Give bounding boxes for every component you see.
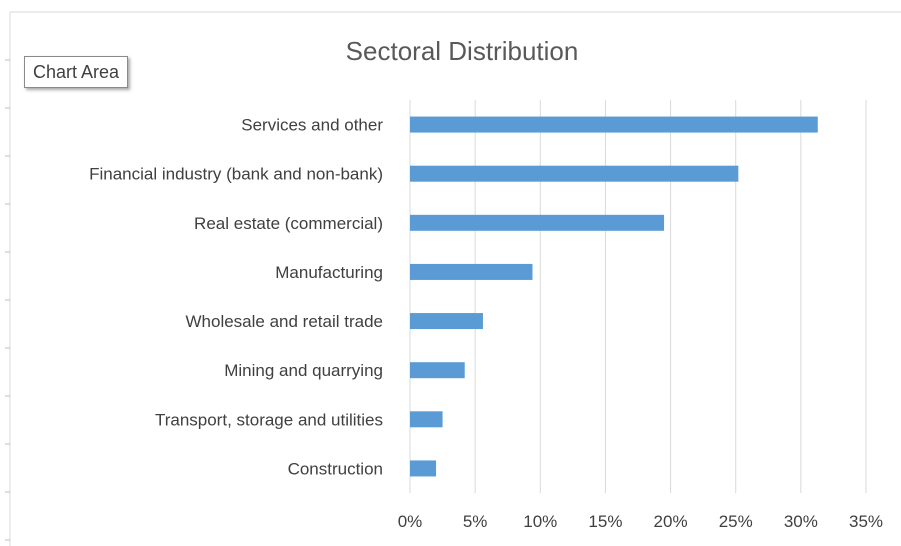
chart-area-tooltip: Chart Area [24, 56, 129, 88]
bar-4 [410, 313, 483, 330]
bar-5 [410, 362, 465, 379]
bar-0 [410, 116, 818, 133]
category-label-2: Real estate (commercial) [194, 214, 383, 233]
x-tick-label-5: 25% [719, 512, 753, 531]
x-tick-label-3: 15% [588, 512, 622, 531]
chart-title: Sectoral Distribution [346, 36, 579, 66]
bar-2 [410, 214, 665, 231]
x-tick-label-0: 0% [398, 512, 423, 531]
x-tick-label-2: 10% [523, 512, 557, 531]
selection-handles [5, 59, 10, 541]
gridlines [409, 100, 867, 493]
x-tick-label-1: 5% [463, 512, 488, 531]
category-label-6: Transport, storage and utilities [155, 410, 383, 429]
x-tick-label-7: 35% [849, 512, 883, 531]
x-tick-label-6: 30% [784, 512, 818, 531]
bar-7 [410, 460, 437, 477]
bar-1 [410, 165, 739, 182]
category-label-0: Services and other [241, 116, 383, 135]
x-tick-labels: 0% 5% 10% 15% 20% 25% 30% 35% [398, 512, 883, 531]
bar-6 [410, 411, 443, 428]
category-label-5: Mining and quarrying [224, 361, 383, 380]
category-label-1: Financial industry (bank and non-bank) [89, 165, 383, 184]
category-label-3: Manufacturing [275, 263, 383, 282]
bars [410, 116, 818, 477]
category-label-4: Wholesale and retail trade [185, 312, 383, 331]
x-tick-label-4: 20% [654, 512, 688, 531]
bar-3 [410, 263, 533, 280]
category-labels: Services and other Financial industry (ba… [89, 116, 383, 479]
category-label-7: Construction [288, 459, 383, 478]
